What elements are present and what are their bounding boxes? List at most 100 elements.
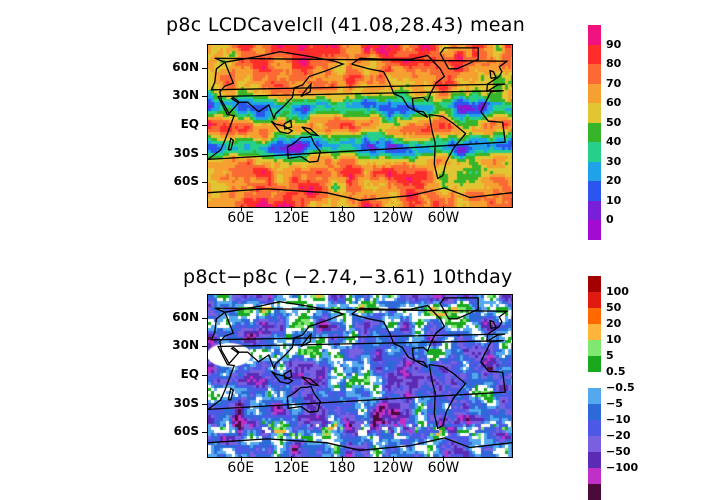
colorbar-label: 20 <box>606 317 622 330</box>
coastline <box>301 126 320 137</box>
x-tick-label: 60W <box>427 210 460 226</box>
colorbar-swatch <box>588 220 601 240</box>
coastline <box>300 332 312 348</box>
y-tick-label: 30N <box>172 88 199 103</box>
coastline <box>489 69 497 80</box>
y-tick-label: EQ <box>180 367 199 381</box>
x-tick-label: 60E <box>227 210 255 226</box>
colorbar-swatch <box>588 468 601 484</box>
colorbar-label: 80 <box>606 57 622 70</box>
colorbar-swatch <box>588 142 601 162</box>
colorbar-label: 50 <box>606 301 622 314</box>
colorbar-label: −100 <box>606 461 639 474</box>
colorbar-swatch <box>588 404 601 420</box>
coastline <box>208 340 506 411</box>
coastline <box>210 57 509 93</box>
coastline <box>286 385 322 413</box>
colorbar-swatch <box>588 324 601 340</box>
coastline <box>283 119 293 130</box>
coastline <box>301 376 320 387</box>
coastlines-diff <box>208 297 512 451</box>
coastline <box>208 187 512 201</box>
y-tick-mark <box>202 346 207 348</box>
coastline <box>439 297 479 320</box>
coastline <box>428 363 467 430</box>
coastline <box>351 54 446 118</box>
colorbar-swatch <box>588 292 601 308</box>
colorbar-swatch <box>588 452 601 468</box>
heatmap-diff <box>208 295 512 457</box>
colorbar-swatch <box>588 103 601 123</box>
colorbar-label: −10 <box>606 413 631 426</box>
colorbar-swatch <box>588 122 601 142</box>
coastline <box>428 113 467 180</box>
colorbar-label: 10 <box>606 193 622 207</box>
y-tick-label: 60S <box>173 174 199 189</box>
coastline <box>283 369 293 380</box>
colorbar-label: 70 <box>606 76 622 90</box>
y-tick-mark <box>202 96 207 98</box>
x-tick-label: 180 <box>328 210 356 226</box>
x-tick-mark <box>443 206 445 211</box>
colorbar-swatch <box>588 484 601 500</box>
colorbar-label: −20 <box>606 429 631 442</box>
y-tick-mark <box>202 153 207 155</box>
colorbar-swatch <box>588 44 601 64</box>
colorbar-swatch <box>588 64 601 84</box>
y-tick-label: 60S <box>173 424 199 439</box>
y-tick-label: 30S <box>173 145 199 160</box>
colorbar-swatch <box>588 372 601 388</box>
colorbar-label: 0 <box>606 213 614 226</box>
x-tick-label: 120E <box>273 210 310 226</box>
map-mean <box>207 44 513 208</box>
x-tick-mark <box>240 206 242 211</box>
x-tick-mark <box>443 456 445 461</box>
coastline <box>489 319 497 330</box>
colorbar-swatch <box>588 200 601 220</box>
coastline <box>227 137 235 151</box>
colorbar-label: 0.5 <box>606 365 626 378</box>
colorbar-label: 5 <box>606 349 614 362</box>
y-tick-label: 60N <box>172 59 199 74</box>
x-tick-mark <box>392 206 394 211</box>
coastline <box>270 370 294 385</box>
x-tick-label: 60W <box>427 460 460 476</box>
colorbar-label: −0.5 <box>606 381 635 394</box>
coastline <box>210 307 509 343</box>
coastlines-mean <box>208 47 512 201</box>
colorbar-swatch <box>588 161 601 181</box>
y-tick-label: 60N <box>172 309 199 324</box>
colorbar-swatch <box>588 25 601 45</box>
map-diff <box>207 294 513 458</box>
x-tick-label: 120E <box>273 460 310 476</box>
coastline <box>351 304 446 368</box>
coastline <box>219 301 345 371</box>
y-tick-mark <box>202 403 207 405</box>
coastline <box>219 51 345 121</box>
colorbar-label: −5 <box>606 397 623 410</box>
coastline <box>208 437 512 451</box>
x-tick-mark <box>291 456 293 461</box>
y-tick-mark <box>202 182 207 184</box>
colorbar-label: 60 <box>606 96 622 109</box>
x-tick-mark <box>342 456 344 461</box>
y-tick-mark <box>202 67 207 69</box>
colorbar-label: 40 <box>606 135 622 148</box>
y-tick-mark <box>202 375 207 376</box>
coastline <box>270 120 294 135</box>
colorbar-label: 90 <box>606 37 622 51</box>
x-tick-mark <box>291 206 293 211</box>
y-tick-mark <box>202 317 207 319</box>
colorbar-label: 100 <box>606 285 629 298</box>
colorbar-swatch <box>588 356 601 372</box>
coastline <box>300 82 312 98</box>
colorbar-swatch <box>588 276 601 292</box>
x-tick-mark <box>392 456 394 461</box>
x-tick-label: 120W <box>372 210 414 226</box>
colorbar-swatch <box>588 308 601 324</box>
y-tick-label: 30N <box>172 338 199 353</box>
x-tick-label: 180 <box>328 460 356 476</box>
x-tick-mark <box>342 206 344 211</box>
y-tick-mark <box>202 432 207 434</box>
y-tick-label: EQ <box>180 117 199 131</box>
